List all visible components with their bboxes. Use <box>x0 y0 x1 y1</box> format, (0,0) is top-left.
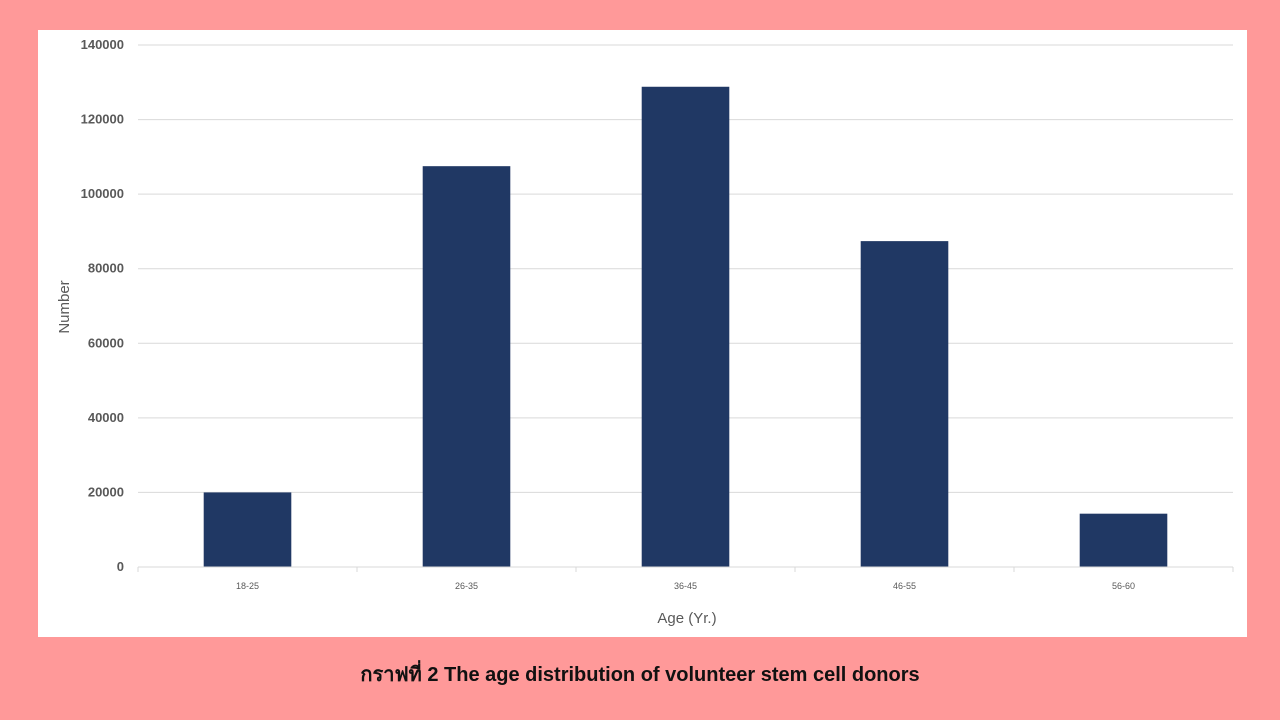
y-tick-label: 0 <box>117 559 124 574</box>
x-tick-label: 26-35 <box>455 581 478 591</box>
x-tick-label: 56-60 <box>1112 581 1135 591</box>
y-tick-label: 40000 <box>88 410 124 425</box>
bar-46-55 <box>860 241 949 567</box>
x-tick-label: 36-45 <box>674 581 697 591</box>
y-tick-label: 20000 <box>88 484 124 499</box>
y-tick-label: 60000 <box>88 335 124 350</box>
y-tick-label: 140000 <box>81 37 124 52</box>
chart-panel: 0 20000 40000 60000 80000 100000 120000 140000 … <box>38 30 1247 637</box>
bars <box>203 86 1168 567</box>
bar-36-45 <box>641 86 730 567</box>
bar-chart: 020000400006000080000100000120000140000 … <box>56 37 1234 627</box>
x-axis: 18-25 26-35 36-45 46-55 56-60 <box>137 566 1234 591</box>
y-tick-label: 120000 <box>81 112 124 127</box>
y-tick-label: 80000 <box>88 261 124 276</box>
y-axis-ticks: 0 20000 40000 60000 80000 100000 120000 140000 <box>81 37 124 574</box>
x-axis-label: Age (Yr.) <box>657 610 716 627</box>
bar-18-25 <box>203 492 292 567</box>
y-tick-label: 100000 <box>81 186 124 201</box>
x-tick-label: 18-25 <box>236 581 259 591</box>
bar-56-60 <box>1079 513 1168 567</box>
bar-26-35 <box>422 166 511 567</box>
x-tick-label: 46-55 <box>893 581 916 591</box>
y-axis-label: Number <box>56 280 73 333</box>
figure-caption: กราฟที่ 2 The age distribution of volunt… <box>360 664 920 686</box>
